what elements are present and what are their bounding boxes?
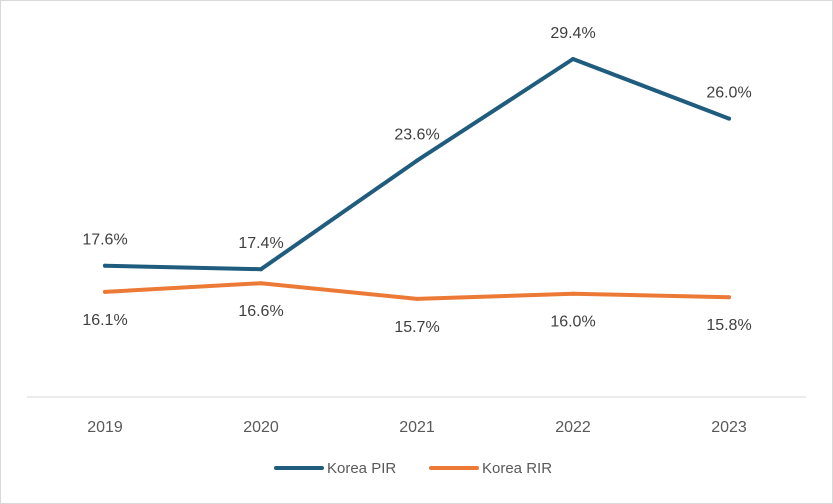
data-label: 15.7% [394, 319, 439, 336]
data-label: 23.6% [394, 127, 439, 144]
x-tick-label: 2020 [243, 419, 279, 436]
data-label: 16.6% [238, 303, 283, 320]
data-point [415, 296, 419, 301]
data-point [727, 116, 731, 121]
data-label: 17.4% [238, 235, 283, 252]
legend-label: Korea PIR [327, 460, 396, 477]
data-label: 26.0% [706, 85, 751, 102]
data-point [103, 289, 107, 294]
data-labels: 17.6% 17.4% 23.6% 29.4% 26.0% 16.1% 16.6% 15.7%… [82, 25, 751, 336]
series-line-2 [103, 281, 731, 301]
x-tick-label: 2021 [399, 419, 435, 436]
data-point [415, 158, 419, 163]
x-tick-label: 2019 [87, 419, 123, 436]
series-line-1 [103, 57, 731, 272]
data-point [727, 295, 731, 300]
data-label: 16.0% [550, 314, 595, 331]
data-point [259, 267, 263, 272]
data-label: 29.4% [550, 25, 595, 42]
legend: Korea PIR Korea RIR [274, 460, 552, 477]
x-axis-ticks: 2019 2020 2021 2022 2023 [87, 419, 747, 436]
data-point [259, 281, 263, 286]
data-label: 16.1% [82, 312, 127, 329]
data-point [103, 263, 107, 268]
legend-label: Korea RIR [482, 460, 552, 477]
data-label: 15.8% [706, 317, 751, 334]
x-tick-label: 2023 [711, 419, 747, 436]
series-layer [103, 57, 731, 301]
data-label: 17.6% [82, 232, 127, 249]
data-point [571, 57, 575, 61]
data-point [571, 291, 575, 296]
x-tick-label: 2022 [555, 419, 591, 436]
